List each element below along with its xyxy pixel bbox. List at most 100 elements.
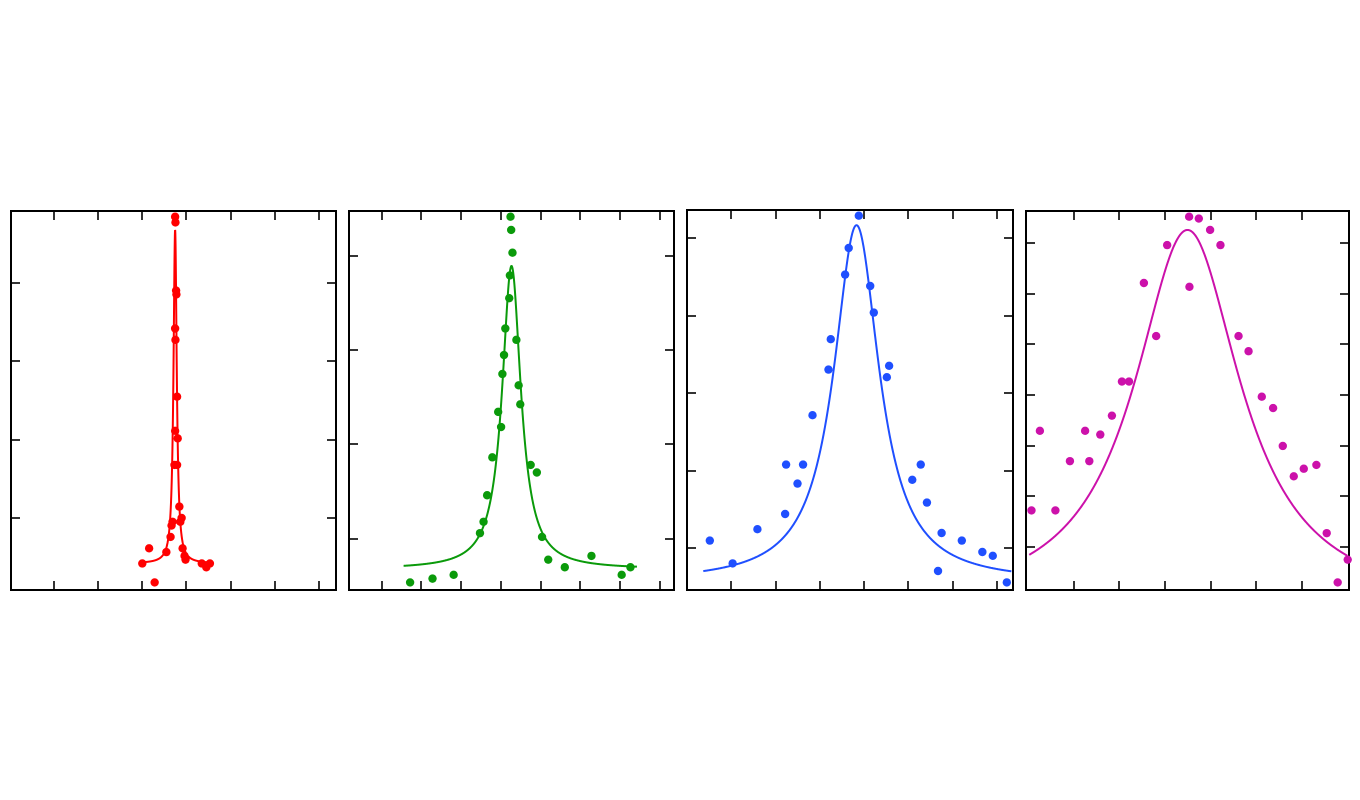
data-point [866, 281, 875, 291]
data-point [869, 308, 878, 317]
data-point [532, 468, 542, 477]
plot-frame [10, 210, 337, 591]
data-point [172, 392, 182, 401]
data-point [1194, 214, 1204, 223]
data-point [171, 286, 181, 295]
data-point [1096, 430, 1105, 439]
data-point [1051, 506, 1060, 515]
data-point [496, 422, 506, 432]
data-point [824, 365, 833, 374]
data-point [162, 547, 171, 557]
data-point [171, 335, 180, 345]
data-point [171, 218, 180, 227]
data-point [449, 570, 458, 580]
data-point [488, 453, 497, 462]
data-point [922, 498, 932, 507]
data-point [1027, 506, 1036, 515]
data-point [181, 555, 190, 564]
data-point [516, 400, 525, 409]
data-point [506, 212, 515, 221]
data-point [617, 570, 626, 580]
panel-1 [10, 210, 337, 591]
data-point [475, 528, 485, 538]
data-point [626, 563, 635, 572]
data-point [170, 426, 180, 436]
data-point [957, 536, 967, 545]
data-point [202, 563, 211, 572]
data-point [537, 532, 547, 542]
data-point [916, 460, 925, 469]
data-point [512, 335, 521, 345]
data-point [1080, 426, 1090, 436]
fit-curve [703, 224, 1012, 573]
data-point [1312, 460, 1321, 470]
data-point [1268, 403, 1278, 413]
data-point [1257, 392, 1266, 401]
data-point [705, 536, 715, 545]
data-point [505, 293, 514, 303]
data-point [167, 521, 176, 530]
data-point [505, 271, 515, 280]
panel-4 [1025, 210, 1352, 591]
data-point [728, 559, 737, 568]
data-point [1162, 240, 1172, 250]
data-point [479, 517, 488, 526]
data-point [793, 479, 802, 488]
data-point [560, 563, 569, 572]
data-point [178, 544, 187, 553]
data-point [1333, 578, 1342, 587]
data-point [587, 551, 596, 561]
data-point [937, 528, 946, 538]
fit-curve [1028, 228, 1348, 557]
data-point [808, 411, 817, 420]
data-point [514, 381, 523, 390]
data-point [526, 460, 535, 470]
data-point [1035, 426, 1045, 436]
data-point [1299, 464, 1308, 473]
data-point [978, 547, 987, 557]
data-point [840, 270, 850, 279]
data-point [908, 475, 917, 484]
plot-frame [1025, 210, 1350, 591]
data-point [884, 361, 894, 370]
data-point [138, 559, 147, 568]
data-point [1205, 225, 1215, 235]
data-point [405, 578, 415, 587]
data-point [144, 544, 154, 553]
data-point [780, 509, 790, 519]
plot-frame [348, 210, 675, 591]
panel-2 [348, 210, 675, 591]
data-point [544, 555, 553, 564]
data-point [933, 566, 943, 576]
data-point [1343, 555, 1352, 564]
data-point [173, 434, 182, 443]
data-point [1117, 377, 1127, 386]
data-point [508, 248, 517, 257]
data-point [170, 324, 180, 333]
panel-3 [686, 209, 1014, 591]
data-point [1124, 377, 1134, 386]
data-point [176, 517, 185, 526]
data-point [1244, 347, 1253, 356]
data-point [499, 350, 509, 360]
data-point [753, 525, 762, 534]
data-point [882, 373, 892, 382]
data-point [1139, 278, 1149, 288]
data-point [498, 369, 507, 379]
data-point [1289, 472, 1298, 481]
data-point [1322, 528, 1331, 538]
data-point [172, 460, 182, 470]
data-point [1002, 578, 1012, 587]
plot-frame [686, 209, 1014, 591]
data-point [493, 407, 503, 417]
data-point [1107, 411, 1117, 420]
data-point [150, 578, 159, 587]
data-point [826, 335, 835, 344]
data-point [1184, 212, 1194, 221]
data-point [1234, 331, 1243, 341]
data-point [798, 460, 808, 469]
data-point [854, 211, 863, 220]
data-point [781, 460, 791, 469]
data-point [501, 324, 510, 333]
